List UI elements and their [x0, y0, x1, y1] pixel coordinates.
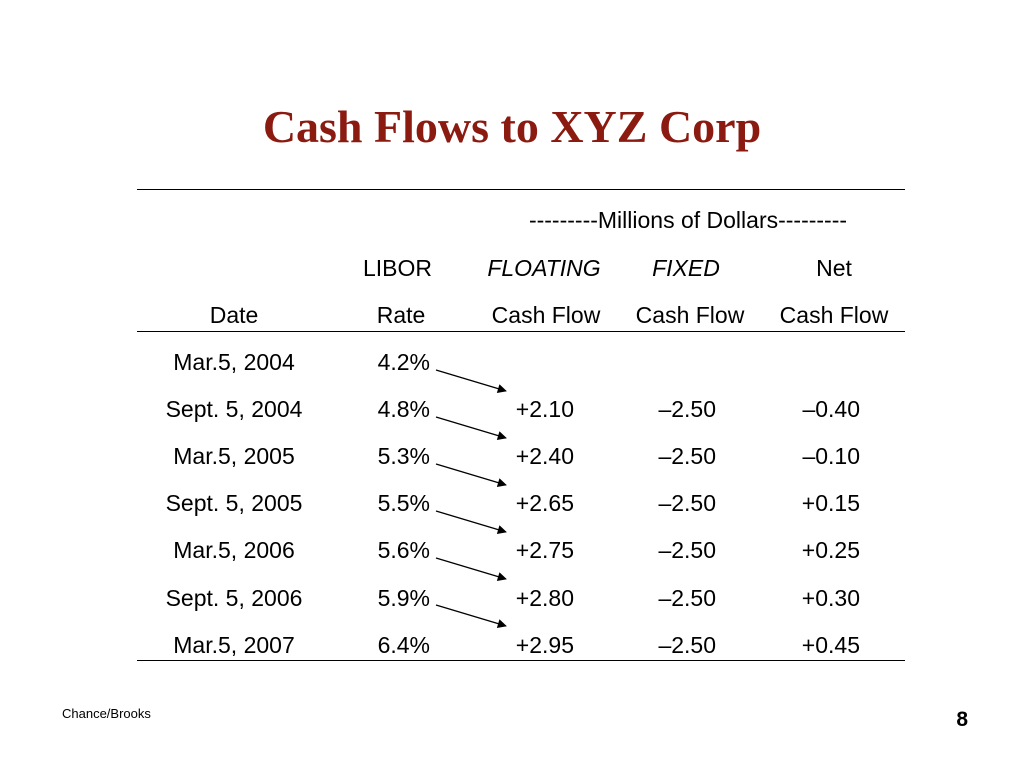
fixed-cell: –2.50 — [658, 396, 716, 422]
fixed-cell: –2.50 — [658, 632, 716, 658]
header-rate: Rate — [376, 302, 426, 328]
floating-cell: +2.95 — [515, 632, 574, 658]
arrow-5 — [435, 557, 507, 582]
rate-cell: 5.5% — [377, 490, 430, 516]
table-top-rule — [137, 189, 905, 190]
millions-header: ---------Millions of Dollars--------- — [528, 207, 848, 233]
net-cell: –0.10 — [802, 443, 860, 469]
date-cell: Mar.5, 2007 — [173, 632, 295, 658]
arrow-6 — [435, 604, 507, 629]
arrow-2 — [435, 416, 507, 441]
header-fixed: FIXED — [652, 255, 720, 281]
rate-cell: 5.3% — [377, 443, 430, 469]
header-libor: LIBOR — [362, 255, 433, 281]
floating-cell: +2.75 — [515, 537, 574, 563]
page-number: 8 — [956, 708, 968, 731]
date-cell: Sept. 5, 2006 — [165, 585, 303, 611]
date-cell: Mar.5, 2006 — [173, 537, 295, 563]
date-cell: Mar.5, 2005 — [173, 443, 295, 469]
floating-cell: +2.80 — [515, 585, 574, 611]
floating-cell: +2.65 — [515, 490, 574, 516]
net-cell: –0.40 — [802, 396, 860, 422]
header-fixed-cash-flow: Cash Flow — [635, 302, 745, 328]
floating-cell: +2.10 — [515, 396, 574, 422]
rate-cell: 4.2% — [377, 349, 430, 375]
arrow-1 — [435, 369, 507, 394]
header-net-cash-flow: Cash Flow — [779, 302, 889, 328]
fixed-cell: –2.50 — [658, 537, 716, 563]
fixed-cell: –2.50 — [658, 443, 716, 469]
header-date: Date — [209, 302, 259, 328]
net-cell: +0.45 — [801, 632, 860, 658]
fixed-cell: –2.50 — [658, 585, 716, 611]
net-cell: +0.30 — [801, 585, 860, 611]
rate-cell: 4.8% — [377, 396, 430, 422]
header-bottom-rule — [137, 331, 905, 332]
arrow-4 — [435, 510, 507, 535]
rate-cell: 5.9% — [377, 585, 430, 611]
date-cell: Sept. 5, 2005 — [165, 490, 303, 516]
table-bottom-rule — [137, 660, 905, 661]
date-cell: Mar.5, 2004 — [173, 349, 295, 375]
slide-title: Cash Flows to XYZ Corp — [262, 101, 762, 152]
floating-cell: +2.40 — [515, 443, 574, 469]
footer-source: Chance/Brooks — [62, 706, 151, 721]
net-cell: +0.25 — [801, 537, 860, 563]
header-floating-cash-flow: Cash Flow — [491, 302, 601, 328]
header-floating: FLOATING — [487, 255, 601, 281]
fixed-cell: –2.50 — [658, 490, 716, 516]
header-net: Net — [816, 255, 852, 281]
rate-cell: 6.4% — [377, 632, 430, 658]
net-cell: +0.15 — [801, 490, 860, 516]
date-cell: Sept. 5, 2004 — [165, 396, 303, 422]
rate-cell: 5.6% — [377, 537, 430, 563]
arrow-3 — [435, 463, 507, 488]
